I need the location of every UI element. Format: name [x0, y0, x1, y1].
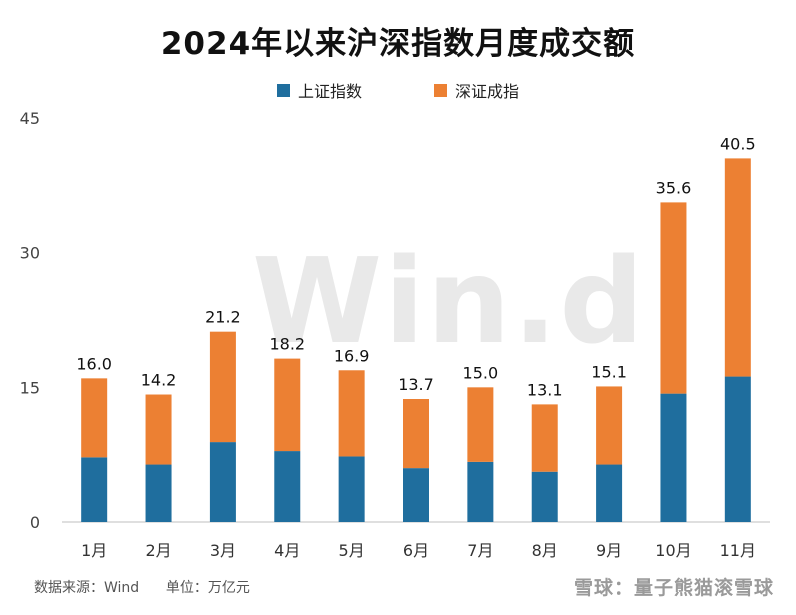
bar-shenzhen-8 — [531, 404, 558, 472]
source-text: 数据来源：Wind — [34, 580, 140, 596]
bar-shanghai-6 — [403, 468, 429, 522]
total-label-5: 16.9 — [334, 346, 370, 365]
bar-shenzhen-11 — [724, 158, 751, 377]
x-tick-label-11: 11月 — [720, 541, 756, 560]
bar-shenzhen-7 — [467, 387, 494, 462]
bar-shanghai-9 — [596, 464, 623, 522]
bar-shenzhen-2 — [145, 394, 172, 465]
legend: 上证指数 深证成指 — [0, 78, 796, 102]
x-tick-label-2: 2月 — [145, 541, 171, 560]
bar-shanghai-1 — [81, 457, 108, 522]
x-tick-label-9: 9月 — [596, 541, 622, 560]
bar-shenzhen-10 — [660, 202, 687, 394]
x-tick-label-8: 8月 — [532, 541, 558, 560]
bar-shenzhen-3 — [209, 331, 236, 443]
total-label-2: 14.2 — [141, 371, 177, 390]
x-tick-label-3: 3月 — [210, 541, 236, 560]
total-label-6: 13.7 — [398, 375, 434, 394]
bar-shenzhen-9 — [596, 386, 623, 465]
unit-text: 单位：万亿元 — [165, 580, 250, 596]
total-label-4: 18.2 — [269, 335, 305, 354]
legend-swatch-shanghai — [276, 83, 290, 97]
total-label-8: 13.1 — [527, 380, 563, 399]
legend-item-shanghai: 上证指数 — [276, 78, 362, 102]
bar-shanghai-11 — [724, 376, 751, 522]
wind-background-mark: Win.d — [252, 232, 646, 370]
total-label-1: 16.0 — [76, 354, 112, 373]
total-label-7: 15.0 — [463, 363, 499, 382]
total-label-10: 35.6 — [656, 178, 692, 197]
x-tick-label-6: 6月 — [403, 541, 429, 560]
y-tick-label-0: 0 — [30, 513, 40, 532]
total-label-9: 15.1 — [591, 362, 627, 381]
bar-shanghai-4 — [274, 451, 301, 522]
bar-shenzhen-6 — [403, 399, 429, 469]
bar-shenzhen-5 — [338, 370, 365, 457]
y-tick-label-2: 30 — [20, 244, 40, 263]
x-tick-label-5: 5月 — [339, 541, 365, 560]
x-tick-label-4: 4月 — [274, 541, 300, 560]
y-tick-label-1: 15 — [20, 378, 40, 397]
legend-label-shenzhen: 深证成指 — [455, 82, 520, 101]
bar-shenzhen-4 — [274, 358, 301, 452]
x-tick-label-10: 10月 — [655, 541, 691, 560]
x-tick-label-7: 7月 — [467, 541, 493, 560]
y-tick-label-3: 45 — [20, 109, 40, 128]
source-note: 数据来源：Wind 单位：万亿元 — [34, 577, 250, 597]
bar-shanghai-10 — [660, 393, 687, 522]
total-label-11: 40.5 — [720, 134, 756, 153]
x-tick-label-1: 1月 — [81, 541, 107, 560]
legend-swatch-shenzhen — [434, 83, 447, 97]
bar-shanghai-8 — [531, 471, 558, 522]
xueqiu-watermark: 雪球：量子熊猫滚雪球 — [573, 577, 774, 599]
bar-shanghai-3 — [209, 442, 236, 522]
bar-shanghai-5 — [338, 456, 365, 522]
total-label-3: 21.2 — [205, 308, 241, 327]
bar-shanghai-7 — [467, 461, 494, 522]
bar-shanghai-2 — [145, 464, 172, 522]
chart-title: 2024年以来沪深指数月度成交额 — [160, 26, 636, 62]
legend-label-shanghai: 上证指数 — [297, 82, 362, 101]
bar-shenzhen-1 — [81, 378, 108, 458]
legend-item-shenzhen: 深证成指 — [434, 78, 519, 102]
